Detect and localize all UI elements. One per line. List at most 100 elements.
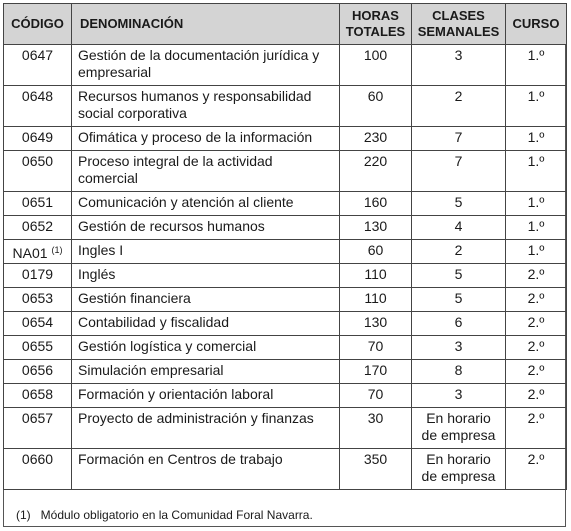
table-row: 0654 Contabilidad y fiscalidad 130 6 2.º: [3, 311, 567, 336]
code-cell: 0657: [3, 407, 72, 449]
classes-cell: 7: [411, 150, 506, 192]
classes-cell: 5: [411, 191, 506, 216]
code-cell: 0652: [3, 215, 72, 240]
table-row: 0658 Formación y orientación laboral 70 3 2.…: [3, 383, 567, 408]
name-cell: Inglés: [71, 263, 340, 288]
code: 0656: [21, 362, 54, 378]
code-cell: NA01 (1): [3, 239, 72, 264]
course-cell: 2.º: [505, 359, 567, 384]
classes-cell: 3: [411, 383, 506, 408]
header-row: CÓDIGO DENOMINACIÓN HORAS TOTALES CLASES…: [3, 3, 567, 45]
hours-cell: 100: [339, 44, 412, 86]
modules-table: CÓDIGO DENOMINACIÓN HORAS TOTALES CLASES…: [3, 3, 567, 490]
hours-cell: 220: [339, 150, 412, 192]
table-row: 0650 Proceso integral de la actividad com…: [3, 150, 567, 192]
hours-cell: 170: [339, 359, 412, 384]
course-cell: 2.º: [505, 383, 567, 408]
name-cell: Simulación empresarial: [71, 359, 340, 384]
code: 0660: [21, 451, 54, 467]
code: 0648: [21, 88, 54, 104]
course-cell: 1.º: [505, 239, 567, 264]
hours-cell: 130: [339, 311, 412, 336]
course-cell: 2.º: [505, 311, 567, 336]
name-cell: Gestión de recursos humanos: [71, 215, 340, 240]
classes-cell: 8: [411, 359, 506, 384]
hours-cell: 60: [339, 85, 412, 127]
course-cell: 2.º: [505, 448, 567, 490]
note-ref: (1): [51, 245, 63, 255]
hours-cell: 350: [339, 448, 412, 490]
course-cell: 1.º: [505, 191, 567, 216]
hours-cell: 70: [339, 335, 412, 360]
hours-cell: 30: [339, 407, 412, 449]
code-cell: 0655: [3, 335, 72, 360]
hours-cell: 130: [339, 215, 412, 240]
hours-cell: 230: [339, 126, 412, 151]
code: 0658: [21, 386, 54, 402]
name-cell: Proceso integral de la actividad comerci…: [71, 150, 340, 192]
classes-cell: 4: [411, 215, 506, 240]
header-cell: DENOMINACIÓN: [71, 3, 340, 45]
course-cell: 1.º: [505, 85, 567, 127]
code: 0650: [21, 153, 54, 169]
classes-cell: 5: [411, 287, 506, 312]
code-cell: 0648: [3, 85, 72, 127]
code: 0654: [21, 314, 54, 330]
hours-cell: 60: [339, 239, 412, 264]
course-cell: 1.º: [505, 44, 567, 86]
code: 0647: [21, 47, 54, 63]
code-cell: 0658: [3, 383, 72, 408]
table-row: 0648 Recursos humanos y responsabilidad s…: [3, 85, 567, 127]
code-cell: 0647: [3, 44, 72, 86]
code-cell: 0649: [3, 126, 72, 151]
classes-cell: 5: [411, 263, 506, 288]
course-cell: 2.º: [505, 263, 567, 288]
code-cell: 0651: [3, 191, 72, 216]
code: 0653: [21, 290, 54, 306]
classes-cell: 2: [411, 239, 506, 264]
code-cell: 0179: [3, 263, 72, 288]
classes-cell: En horario de empresa: [411, 407, 506, 449]
name-cell: Recursos humanos y responsabilidad socia…: [71, 85, 340, 127]
table-row: 0656 Simulación empresarial 170 8 2.º: [3, 359, 567, 384]
course-cell: 2.º: [505, 407, 567, 449]
name-cell: Ofimática y proceso de la información: [71, 126, 340, 151]
name-cell: Gestión logística y comercial: [71, 335, 340, 360]
course-cell: 2.º: [505, 335, 567, 360]
table-row: 0652 Gestión de recursos humanos 130 4 1.º: [3, 215, 567, 240]
hours-cell: 70: [339, 383, 412, 408]
course-cell: 1.º: [505, 215, 567, 240]
code: 0179: [21, 266, 54, 282]
header-cell: CURSO: [505, 3, 567, 45]
table-row: 0653 Gestión financiera 110 5 2.º: [3, 287, 567, 312]
table-row: 0660 Formación en Centros de trabajo 350 En…: [3, 448, 567, 490]
code: NA01: [12, 245, 48, 261]
code-cell: 0654: [3, 311, 72, 336]
table-row: 0655 Gestión logística y comercial 70 3 2.º: [3, 335, 567, 360]
code-cell: 0650: [3, 150, 72, 192]
course-cell: 1.º: [505, 150, 567, 192]
code: 0651: [21, 194, 54, 210]
header-cell: HORAS TOTALES: [339, 3, 412, 45]
classes-cell: En horario de empresa: [411, 448, 506, 490]
table-row: 0657 Proyecto de administración y finanza…: [3, 407, 567, 449]
hours-cell: 160: [339, 191, 412, 216]
table-row: 0651 Comunicación y atención al cliente 16…: [3, 191, 567, 216]
header-cell: CLASES SEMANALES: [411, 3, 506, 45]
name-cell: Gestión financiera: [71, 287, 340, 312]
classes-cell: 6: [411, 311, 506, 336]
hours-cell: 110: [339, 287, 412, 312]
table-row: 0647 Gestión de la documentación jurídica…: [3, 44, 567, 86]
hours-cell: 110: [339, 263, 412, 288]
table-row: NA01 (1) Ingles I 60 2 1.º: [3, 239, 567, 264]
classes-cell: 3: [411, 44, 506, 86]
name-cell: Formación y orientación laboral: [71, 383, 340, 408]
code: 0657: [21, 410, 54, 426]
classes-cell: 2: [411, 85, 506, 127]
name-cell: Comunicación y atención al cliente: [71, 191, 340, 216]
code-cell: 0660: [3, 448, 72, 490]
code: 0649: [21, 129, 54, 145]
code: 0655: [21, 338, 54, 354]
code-cell: 0653: [3, 287, 72, 312]
table-row: 0179 Inglés 110 5 2.º: [3, 263, 567, 288]
